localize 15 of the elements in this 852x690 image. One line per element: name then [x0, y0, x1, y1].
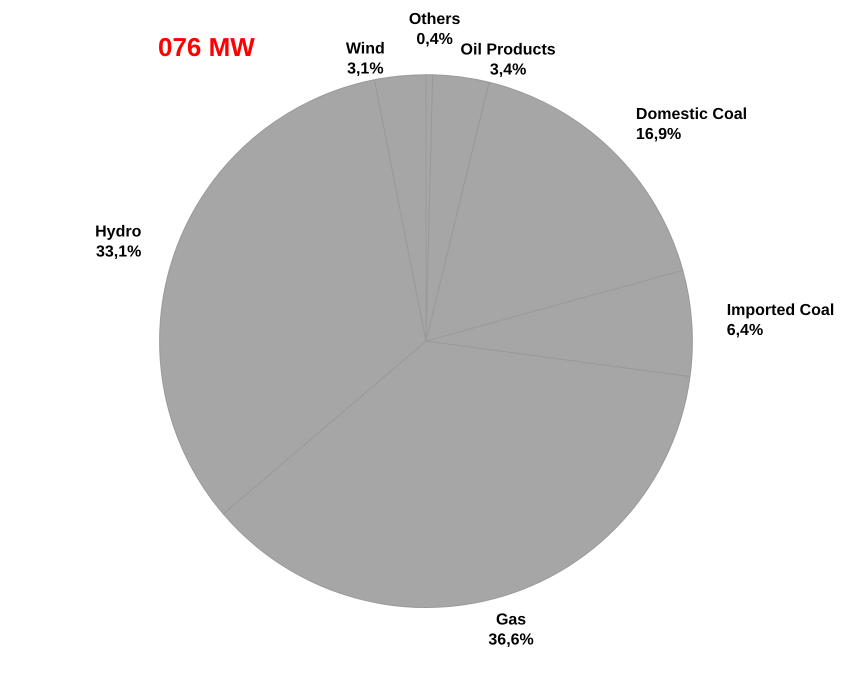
text: 076 MW: [158, 32, 256, 62]
slice-label: Domestic Coal: [636, 106, 748, 124]
data-label: 6,4%: [726, 322, 764, 340]
slice-label: Oil Products: [460, 42, 556, 59]
data-label: 3,1%: [347, 60, 384, 78]
slice-label: Wind: [346, 40, 385, 58]
slice-label: Others: [408, 11, 460, 28]
data-label: 16,9%: [636, 126, 682, 144]
data-label: 36,6%: [488, 632, 534, 649]
slice-label: Hydro: [95, 223, 142, 240]
slice-label: Gas: [496, 612, 526, 629]
data-label: 0,4%: [416, 31, 453, 48]
data-label: 33,1%: [96, 243, 142, 260]
data-label: 3,4%: [490, 62, 526, 79]
slice-label: Imported Coal: [726, 302, 834, 320]
